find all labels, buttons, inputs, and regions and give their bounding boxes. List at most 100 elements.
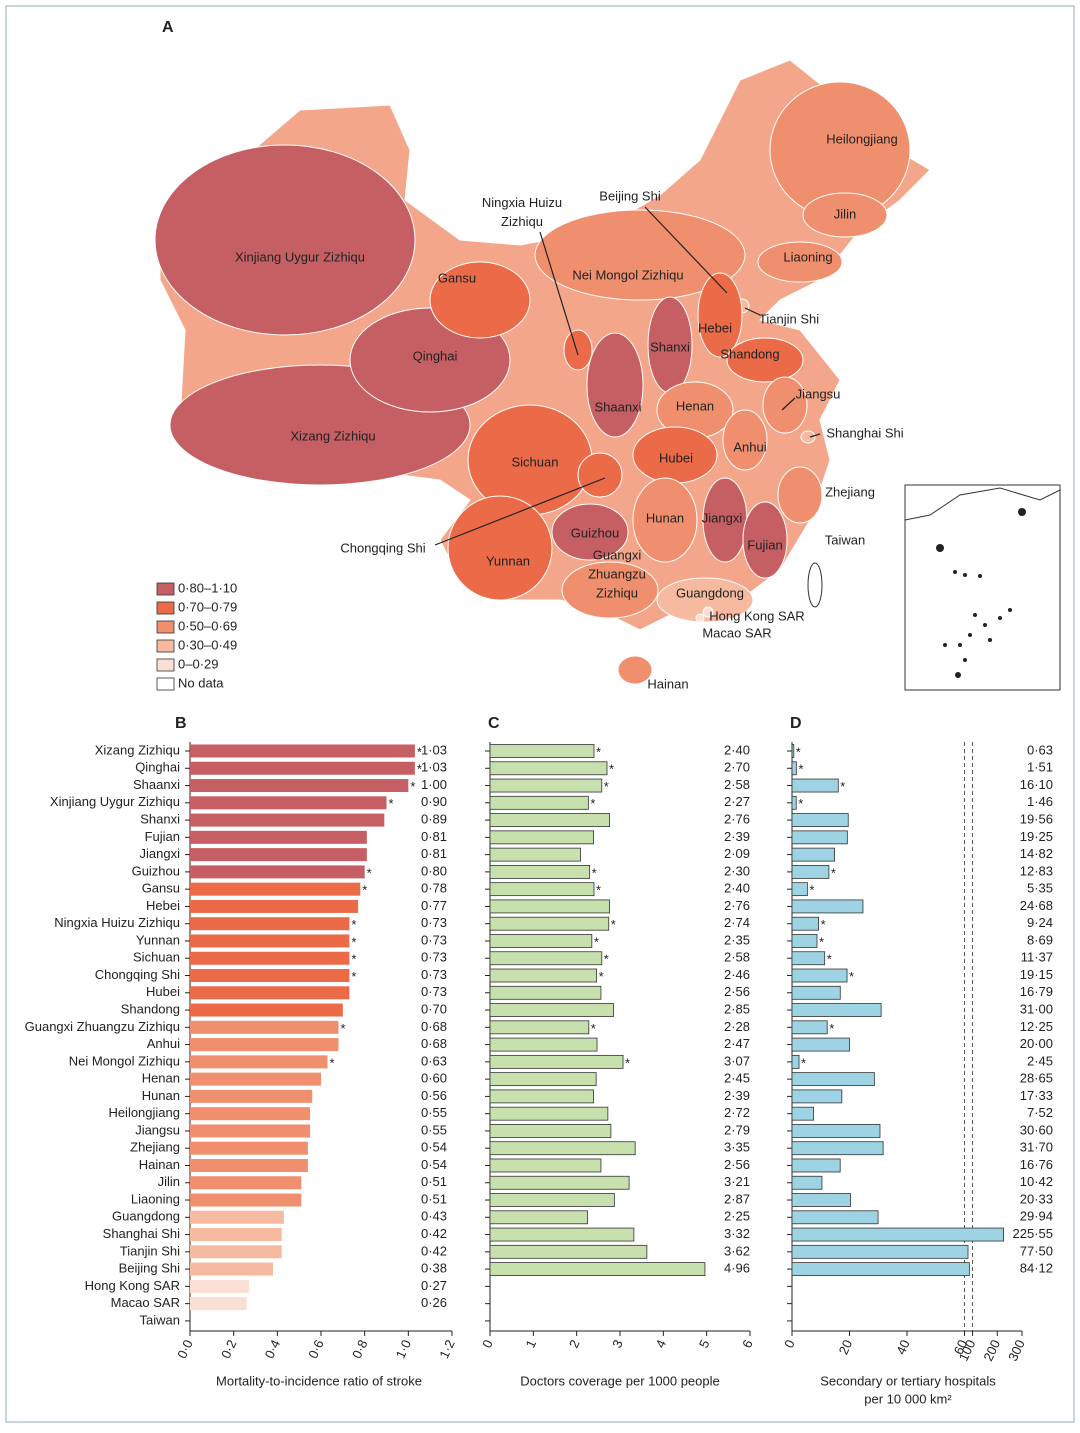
- bar: [489, 847, 581, 862]
- leader-line: [781, 397, 796, 411]
- region-label: Jiangsu: [796, 386, 841, 401]
- category-label: Taiwan: [140, 1312, 180, 1327]
- x-axis-label: per 10 000 km²: [864, 1391, 952, 1406]
- bar: [190, 830, 367, 844]
- map-region: [534, 209, 746, 301]
- x-tick-label: 3: [609, 1337, 626, 1350]
- category-label: Jiangsu: [135, 1122, 180, 1137]
- map-region: [617, 655, 653, 685]
- x-tick-label: 1·0: [393, 1337, 415, 1360]
- value-label: 2·74: [724, 915, 750, 930]
- bar: [791, 1262, 970, 1276]
- map-region: [154, 144, 416, 336]
- value-label: 3·62: [724, 1243, 750, 1258]
- value-label: 2·45: [1027, 1053, 1053, 1068]
- x-tick-label: 0·4: [262, 1337, 284, 1360]
- value-label: 16·76: [1020, 1157, 1053, 1172]
- value-label: 0·42: [421, 1243, 447, 1258]
- value-label: 24·68: [1020, 898, 1053, 913]
- value-label: 12·83: [1020, 863, 1053, 878]
- significance-star: *: [417, 744, 422, 759]
- value-label: 0·73: [421, 984, 447, 999]
- region-label: Jilin: [834, 206, 856, 221]
- legend-label: 0·50–0·69: [178, 618, 237, 633]
- map-region: [762, 376, 808, 434]
- leader-line: [434, 477, 606, 546]
- bar: [190, 813, 385, 827]
- value-label: 2·28: [724, 1019, 750, 1034]
- value-label: 0·78: [421, 881, 447, 896]
- bar: [791, 899, 864, 914]
- bar: [489, 795, 589, 810]
- category-label: Yunnan: [136, 932, 180, 947]
- significance-star: *: [351, 934, 356, 949]
- map-region: [722, 409, 768, 471]
- bar: [489, 1193, 615, 1207]
- significance-star: *: [821, 917, 826, 932]
- value-label: 225·55: [1013, 1226, 1053, 1241]
- value-label: 3·35: [724, 1140, 750, 1155]
- map-region: [561, 561, 659, 619]
- map-region: [807, 562, 823, 608]
- category-label: Macao SAR: [111, 1295, 180, 1310]
- category-label: Hunan: [142, 1088, 180, 1103]
- bar: [791, 1054, 800, 1069]
- bar: [190, 1124, 311, 1138]
- map-region: [577, 452, 623, 498]
- region-label: Hebei: [698, 320, 732, 335]
- category-label: Jiangxi: [140, 846, 181, 861]
- significance-star: *: [590, 796, 595, 811]
- region-label: Taiwan: [825, 532, 865, 547]
- region-label: Xizang Zizhiqu: [290, 428, 375, 443]
- significance-star: *: [604, 952, 609, 967]
- bar: [489, 1054, 624, 1069]
- x-tick-label: 1: [523, 1337, 540, 1350]
- value-label: 19·15: [1020, 967, 1053, 982]
- value-label: 0·55: [421, 1105, 447, 1120]
- significance-star: *: [801, 1055, 806, 1070]
- value-label: 2·39: [724, 829, 750, 844]
- map-region: [742, 501, 788, 579]
- significance-star: *: [362, 883, 367, 898]
- bar: [489, 1037, 598, 1052]
- value-label: 16·79: [1020, 984, 1053, 999]
- bar: [190, 1279, 249, 1293]
- bar: [489, 1106, 609, 1121]
- value-label: 0·43: [421, 1209, 447, 1224]
- region-label: Shanghai Shi: [826, 425, 903, 440]
- value-label: 2·46: [724, 967, 750, 982]
- value-label: 1·00: [421, 777, 447, 792]
- legend-swatch: [156, 639, 175, 653]
- legend-label: 0·70–0·79: [178, 599, 237, 614]
- bar: [190, 1055, 328, 1069]
- bar: [791, 1158, 841, 1173]
- category-label: Hong Kong SAR: [85, 1278, 180, 1293]
- category-label: Hubei: [146, 984, 180, 999]
- bar: [489, 778, 603, 793]
- region-label: Jiangxi: [702, 510, 743, 525]
- bar: [791, 761, 797, 776]
- value-label: 0·63: [421, 1053, 447, 1068]
- significance-star: *: [819, 934, 824, 949]
- bar: [489, 1244, 648, 1259]
- bar: [791, 1244, 969, 1259]
- x-tick-label: 5: [696, 1337, 713, 1350]
- map-region: [632, 477, 698, 563]
- value-label: 0·73: [421, 950, 447, 965]
- significance-star: *: [809, 883, 814, 898]
- value-label: 0·27: [421, 1278, 447, 1293]
- region-label: Fujian: [747, 537, 782, 552]
- map-region: [726, 337, 804, 383]
- panel-label: D: [790, 715, 802, 732]
- bar: [190, 1228, 282, 1242]
- bar: [791, 847, 836, 862]
- value-label: 0·77: [421, 898, 447, 913]
- map-region: [563, 329, 593, 371]
- bar: [489, 1158, 602, 1173]
- value-label: 19·25: [1020, 829, 1053, 844]
- bar: [190, 1297, 247, 1311]
- value-label: 0·63: [1027, 742, 1053, 757]
- bar: [791, 795, 797, 810]
- x-tick-label: 200: [980, 1337, 1003, 1363]
